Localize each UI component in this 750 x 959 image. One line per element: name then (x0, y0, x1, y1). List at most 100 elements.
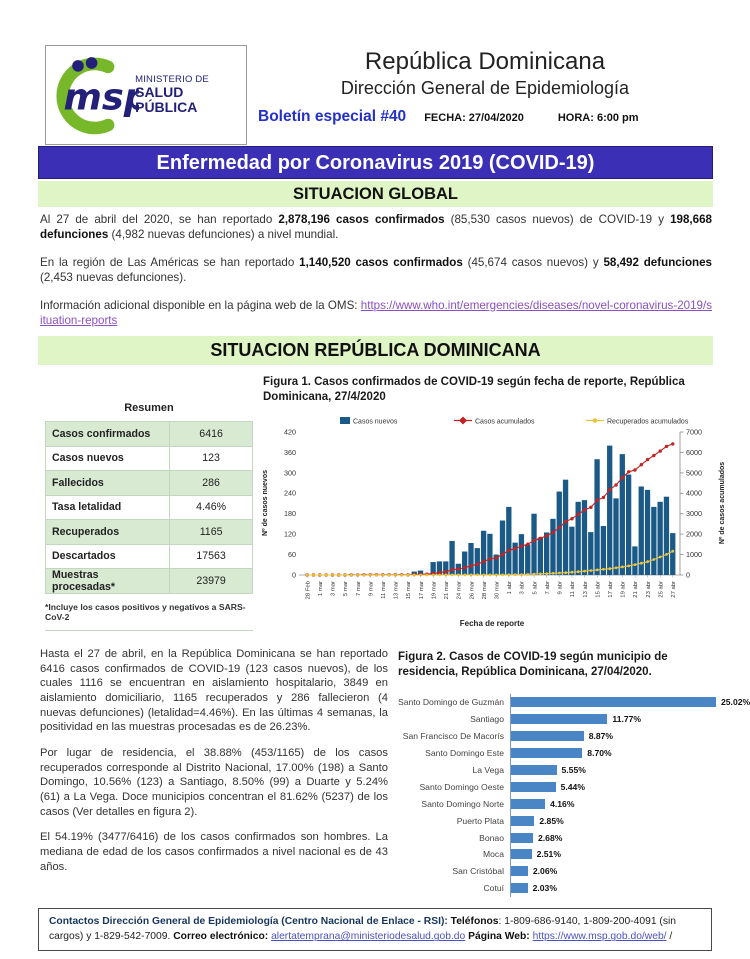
bar (543, 532, 550, 575)
municipality-bar (511, 883, 528, 894)
municipality-label: Santo Domingo Oeste (419, 781, 504, 792)
municipality-bar-area: 8.70% (510, 744, 730, 762)
y-tick-right: 7000 (686, 427, 702, 436)
bar (474, 548, 480, 575)
municipality-value: 2.68% (538, 832, 563, 843)
y-tick-left: 240 (284, 489, 296, 498)
bar (430, 562, 436, 575)
marker (614, 483, 618, 487)
municipality-value: 4.16% (550, 798, 575, 809)
marker (337, 573, 341, 577)
marker (564, 571, 568, 575)
marker (551, 571, 555, 575)
logo-dot (85, 57, 98, 69)
marker (437, 570, 442, 575)
marker (520, 573, 523, 576)
bulletin-meta: Boletín especial #40 FECHA: 27/04/2020 H… (258, 108, 713, 126)
figure2-chart: Santo Domingo de Guzmán 25.02% Santiago 11.… (398, 694, 750, 897)
bar (670, 533, 676, 575)
x-tick-label: 7 abr (545, 581, 551, 594)
summary-row-value: 6416 (169, 421, 253, 447)
marker (633, 468, 637, 472)
marker (463, 566, 467, 570)
email-link[interactable]: alertatemprana@ministeriodesalud.gob.do (271, 931, 466, 943)
marker (463, 573, 467, 577)
marker (387, 573, 391, 577)
municipality-label: Puerto Plata (456, 815, 504, 826)
legend-swatch-casos-nuevos (340, 417, 350, 424)
text-segment: 198,668 defunciones (40, 213, 712, 242)
legend-marker-casos-acumulados (459, 416, 467, 425)
x-tick-label: 7 mar (356, 581, 362, 596)
marker (538, 536, 543, 540)
logo-dot (72, 60, 84, 72)
summary-row: Muestras procesadas* 23979 (44, 568, 253, 594)
marker (507, 548, 511, 553)
marker (589, 505, 593, 509)
x-tick-label: 11 mar (381, 581, 387, 599)
msp-logo-emblem: msp (56, 57, 139, 135)
x-tick-label: 3 abr (520, 581, 526, 594)
text-segment: Información adicional disponible en la p… (40, 298, 361, 312)
municipality-row: Santo Domingo Oeste 5.44% (398, 778, 730, 796)
x-tick-label: 24 mar (457, 581, 463, 599)
marker (665, 553, 668, 556)
summary-row-value: 4.46% (169, 494, 253, 520)
y-tick-left: 60 (288, 550, 296, 559)
text-segment: (85,530 casos nuevos) de COVID-19 y (444, 213, 671, 226)
marker (532, 572, 536, 576)
figure1-title: Figura 1. Casos confirmados de COVID-19 … (263, 376, 685, 403)
municipality-bar (511, 866, 528, 877)
x-axis-title: Fecha de reporte (460, 619, 525, 628)
figure1-legend: Casos nuevos Casos acumulados Recuperados … (340, 416, 689, 426)
x-tick-label: 1 abr (507, 581, 513, 594)
oms-link[interactable]: https://www.who.int/emergencies/diseases… (40, 298, 712, 328)
summary-row: Casos nuevos 123 (44, 445, 253, 471)
municipality-row: Santiago 11.77% (398, 710, 730, 728)
logo-line1: MINISTERIO DE (135, 74, 209, 86)
marker (595, 498, 599, 502)
web-link[interactable]: https://www.msp.gob.do/web/ (532, 931, 667, 943)
summary-row: Tasa letalidad 4.46% (44, 494, 253, 520)
municipality-label: Santiago (470, 714, 504, 725)
summary-row-label: Tasa letalidad (44, 494, 171, 520)
summary-row-label: Descartados (44, 543, 171, 569)
summary-row-value: 23979 (169, 568, 253, 594)
x-tick-label: 3 mar (331, 581, 337, 596)
municipality-row: San Cristóbal 2.06% (398, 862, 730, 880)
municipality-value: 2.06% (532, 866, 558, 877)
time-label: HORA: 6:00 pm (557, 112, 639, 124)
y-tick-left: 0 (292, 570, 296, 579)
municipality-label: Santo Domingo de Guzmán (398, 697, 505, 708)
municipality-bar-area: 5.55% (510, 761, 730, 779)
municipality-value: 5.44% (560, 781, 585, 792)
municipality-bar (511, 714, 608, 725)
marker (450, 573, 454, 577)
marker (564, 519, 568, 524)
x-tick-label: 17 abr (608, 581, 614, 598)
bar (613, 498, 619, 575)
logo-text: MINISTERIO DE SALUD PÚBLICA (135, 74, 246, 115)
marker (576, 570, 580, 574)
bar (525, 544, 531, 575)
marker (645, 457, 650, 462)
figure1-x-axis: 28 Feb 1 mar 3 mar 5 mar 7 mar 9 mar 11 mar 13 … (305, 575, 677, 599)
marker (539, 572, 542, 576)
footer-heading: Contactos Dirección General de Epidemiol… (49, 916, 451, 927)
x-tick-label: 1 mar (318, 581, 324, 596)
bar (499, 520, 506, 575)
bar (569, 526, 575, 575)
marker (671, 442, 675, 446)
marker (475, 562, 480, 566)
bar (487, 533, 493, 575)
page-subtitle: Dirección General de Epidemiología (340, 78, 630, 98)
marker (658, 555, 662, 559)
marker (671, 549, 675, 553)
summary-row: Fallecidos 286 (44, 470, 253, 496)
marker (482, 573, 486, 577)
figure2-title: Figura 2. Casos de COVID-19 según munici… (398, 651, 668, 678)
marker (614, 566, 618, 570)
municipality-label: San Francisco De Macorís (402, 731, 504, 742)
bar (550, 518, 556, 575)
bar (518, 534, 525, 575)
